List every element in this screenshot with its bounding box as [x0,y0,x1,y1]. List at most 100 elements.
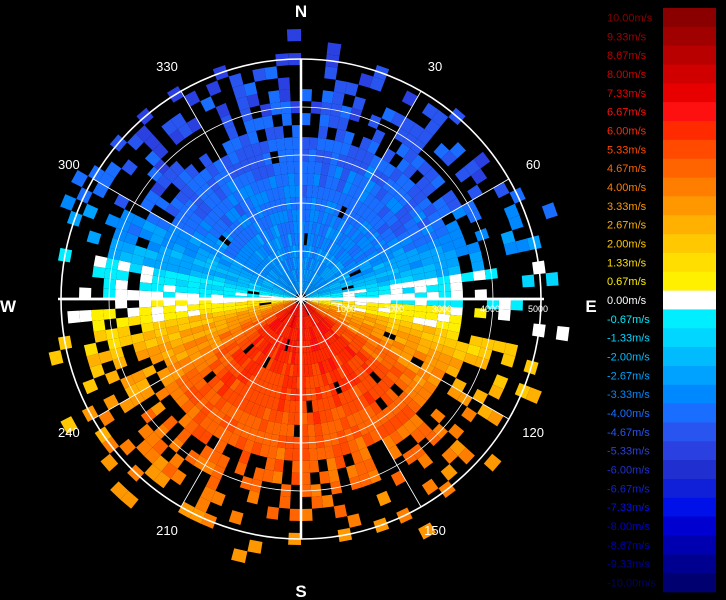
velocity-cell [254,337,265,348]
velocity-cell [306,352,312,365]
velocity-cell [187,293,200,299]
velocity-cell [271,470,283,484]
legend-swatch [663,252,716,273]
velocity-cell [239,272,252,280]
velocity-cell [232,84,247,100]
velocity-cell [449,357,464,370]
velocity-cell [193,206,208,220]
velocity-cell [318,302,331,307]
velocity-cell [199,219,213,232]
velocity-cell [168,452,185,469]
velocity-cell [128,315,141,327]
velocity-cell [228,73,244,88]
velocity-cell [232,394,244,409]
velocity-cell [333,165,344,180]
velocity-cell [199,242,213,253]
velocity-cell [322,187,331,201]
velocity-cell [237,313,250,320]
velocity-cell [324,316,335,326]
velocity-cell [347,513,362,528]
velocity-cell [408,122,425,139]
velocity-cell [273,286,285,293]
velocity-cell [198,383,212,397]
velocity-cell [316,262,324,274]
velocity-cell [269,226,278,239]
velocity-cell [248,223,259,236]
velocity-cell [311,363,318,376]
velocity-cell [291,125,301,138]
velocity-cell [344,328,357,338]
velocity-cell [373,266,387,275]
velocity-cell [189,320,203,329]
velocity-cell [191,230,206,242]
legend-label: -6.67m/s [607,483,650,495]
velocity-cell [248,238,260,250]
velocity-cell [179,328,193,338]
velocity-cell [288,258,294,271]
velocity-cell [402,299,415,305]
velocity-cell [306,315,312,328]
velocity-cell [238,384,250,398]
legend-swatch [663,347,716,367]
velocity-cell [395,143,411,159]
velocity-cell [305,302,315,311]
velocity-cell [232,189,244,204]
velocity-cell [294,304,300,317]
velocity-cell [330,302,343,306]
velocity-cell [236,96,250,111]
velocity-cell [350,357,362,369]
velocity-cell [321,90,334,104]
velocity-cell [247,539,263,554]
velocity-cell [98,350,113,364]
velocity-cell [308,448,318,461]
velocity-cell [394,335,408,346]
velocity-cell [200,96,216,112]
velocity-cell [226,193,239,207]
velocity-cell [320,237,328,250]
velocity-cell [138,228,153,241]
velocity-cell [402,293,415,299]
velocity-cell [256,218,266,232]
velocity-cell [226,319,240,327]
velocity-cell [189,269,203,278]
velocity-cell [273,126,285,139]
velocity-cell [259,294,272,298]
velocity-cell [304,303,313,314]
velocity-cell [273,305,285,312]
velocity-cell [224,210,237,224]
velocity-cell [327,279,340,287]
velocity-cell [155,387,170,402]
velocity-cell [181,223,196,236]
velocity-cell [396,356,411,368]
velocity-cell [330,342,340,355]
legend-swatch [663,64,716,84]
velocity-cell [259,292,272,296]
velocity-cell [380,191,394,206]
velocity-cell [205,420,220,435]
velocity-cell [129,262,143,274]
velocity-cell [319,114,331,128]
velocity-cell [393,361,407,374]
velocity-cell [320,422,330,436]
velocity-cell [399,269,413,278]
velocity-cell [86,353,102,368]
range-tick-label: 4000 [480,304,500,314]
velocity-cell [334,455,346,470]
velocity-cell [303,352,308,365]
velocity-cell [324,445,335,459]
velocity-cell [317,323,326,335]
velocity-cell [365,374,378,388]
velocity-cell [445,220,460,234]
velocity-cell [304,316,309,329]
velocity-cell [362,271,376,279]
velocity-cell [103,394,120,410]
velocity-cell [294,257,298,270]
velocity-cell [510,299,523,311]
velocity-cell [273,373,281,386]
velocity-cell [279,311,289,322]
velocity-cell [452,349,467,362]
velocity-cell [354,253,367,264]
velocity-cell [292,304,299,316]
velocity-cell [386,236,400,248]
velocity-cell [116,317,130,329]
